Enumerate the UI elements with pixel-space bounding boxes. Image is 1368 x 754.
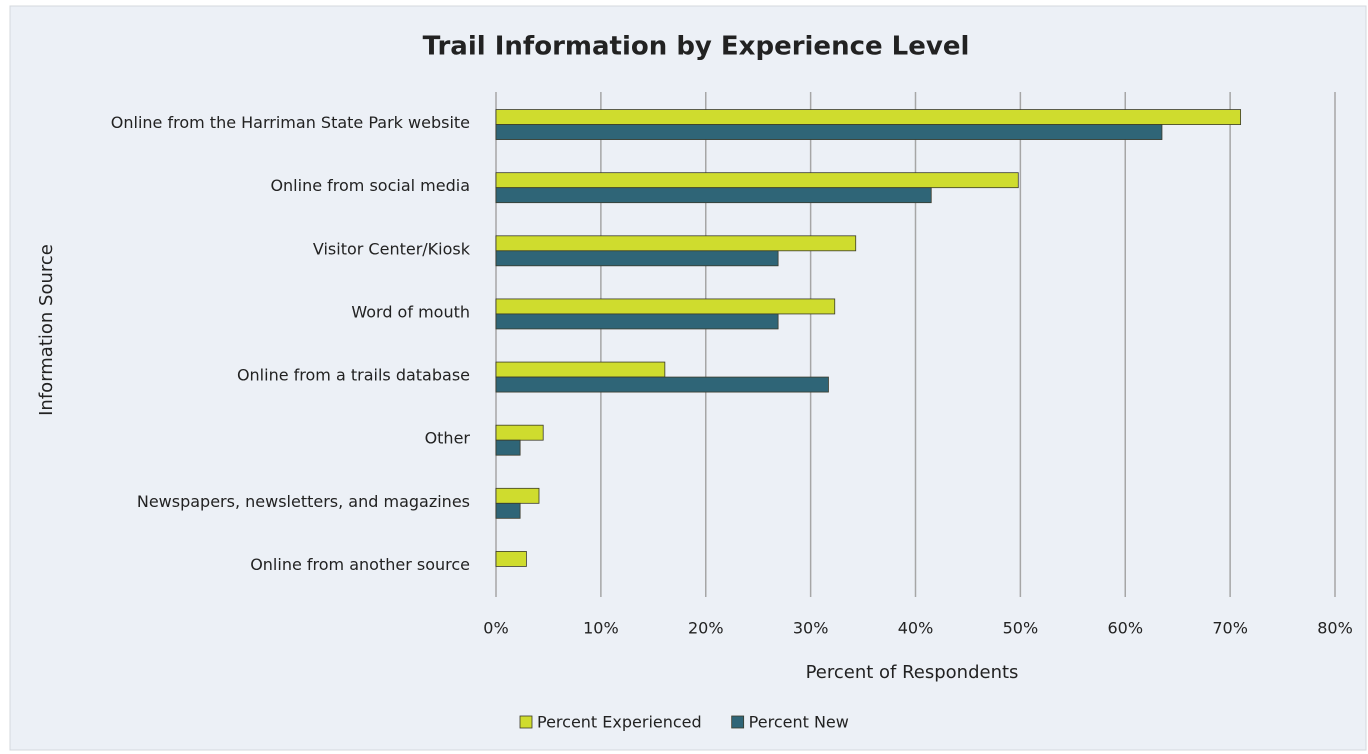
y-tick-label: Other [425, 429, 471, 448]
bar [495, 235, 857, 252]
legend-label: Percent New [749, 713, 849, 732]
bar [495, 361, 666, 378]
x-tick-label: 60% [1107, 619, 1143, 638]
bar [495, 172, 1019, 189]
chart-title: Trail Information by Experience Level [423, 32, 970, 62]
bar [495, 187, 932, 204]
y-tick-label: Online from another source [250, 555, 470, 574]
x-tick-label: 70% [1212, 619, 1248, 638]
bar [495, 502, 521, 519]
x-tick-label: 10% [583, 619, 619, 638]
x-tick-label: 20% [688, 619, 724, 638]
y-tick-label: Online from a trails database [237, 366, 470, 385]
bar [495, 551, 527, 567]
bar [495, 298, 836, 315]
x-tick-label: 50% [1003, 619, 1039, 638]
bar [495, 487, 540, 504]
x-tick-label: 80% [1317, 619, 1353, 638]
x-tick-label: 0% [483, 619, 508, 638]
legend-swatch [731, 715, 745, 729]
bar [495, 124, 1163, 140]
bar [495, 313, 779, 330]
x-tick-label: 30% [793, 619, 829, 638]
y-tick-label: Newspapers, newsletters, and magazines [137, 492, 470, 511]
legend-swatch [519, 715, 533, 729]
bar [495, 439, 521, 456]
x-axis-label: Percent of Respondents [806, 662, 1019, 683]
x-tick-label: 40% [898, 619, 934, 638]
bar [495, 424, 544, 441]
y-tick-label: Online from the Harriman State Park webs… [111, 113, 470, 132]
bar [495, 376, 829, 393]
y-axis-label: Information Source [36, 244, 57, 416]
bar [495, 109, 1242, 125]
y-tick-label: Online from social media [270, 176, 470, 195]
y-tick-label: Visitor Center/Kiosk [313, 239, 471, 258]
bar [495, 250, 779, 267]
legend-label: Percent Experienced [537, 713, 702, 732]
y-tick-label: Word of mouth [351, 302, 470, 321]
